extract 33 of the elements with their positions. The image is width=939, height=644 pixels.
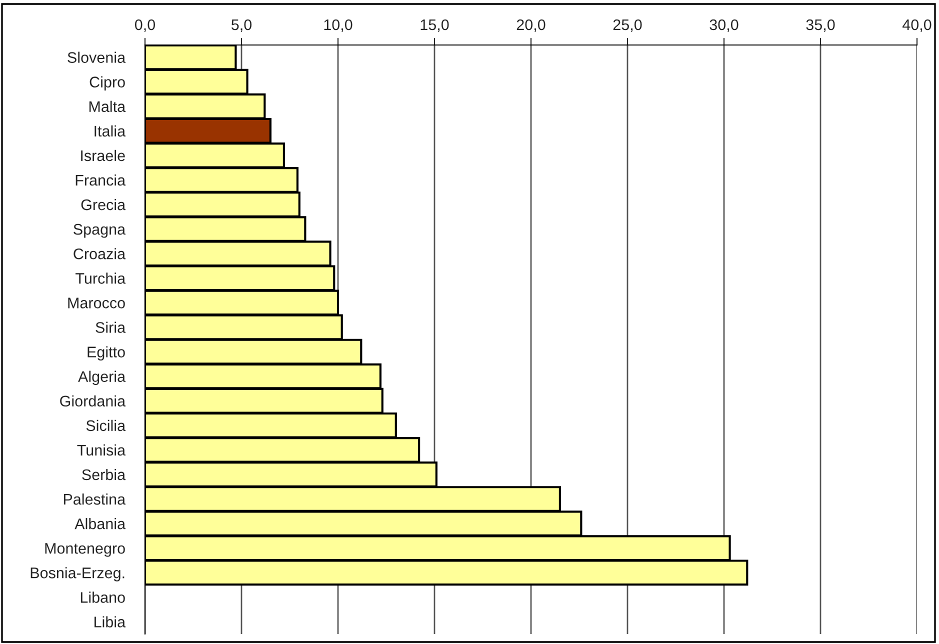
y-tick-label: Siria [96,322,126,333]
x-tick-label: 35,0 [806,19,835,32]
y-tick-label: Israele [81,150,125,162]
y-tick-label: Egitto [88,346,125,360]
x-tick-label: 25,0 [613,19,642,32]
y-tick-label: Sicilia [86,420,126,432]
y-tick-label: Libano [80,592,125,603]
x-tick-label: 40,0 [902,19,932,32]
x-tick-label: 15,0 [420,19,449,32]
y-tick-label: Spagna [74,224,126,238]
y-tick-label: Giordania [60,395,126,407]
y-tick-label: Cipro [90,76,125,91]
y-tick-label: Turchia [76,272,126,284]
x-tick-label: 10,0 [324,19,352,32]
y-tick-label: Libia [94,616,126,628]
x-tick-label: 30,0 [710,19,738,32]
y-tick-label: Montenegro [45,543,125,557]
y-tick-label: Croazia [74,248,126,260]
y-tick-label: Malta [89,100,126,112]
y-tick-label: Tunisia [77,444,126,456]
x-tick-label: 20,0 [516,19,546,32]
y-tick-label: Francia [76,174,126,186]
x-tick-label: 5,0 [231,19,252,32]
y-tick-label: Italia [94,125,126,137]
y-tick-label: Bosnia-Erzeg. [30,567,124,582]
x-tick-label: 0,0 [134,19,156,32]
y-tick-label: Palestina [64,493,126,505]
y-tick-label: Slovenia [68,52,126,63]
y-tick-label: Albania [74,518,126,530]
y-tick-label: Marocco [68,298,125,308]
y-tick-label: Algeria [78,370,126,386]
y-tick-label: Grecia [81,198,126,210]
y-tick-label: Serbia [82,468,126,480]
